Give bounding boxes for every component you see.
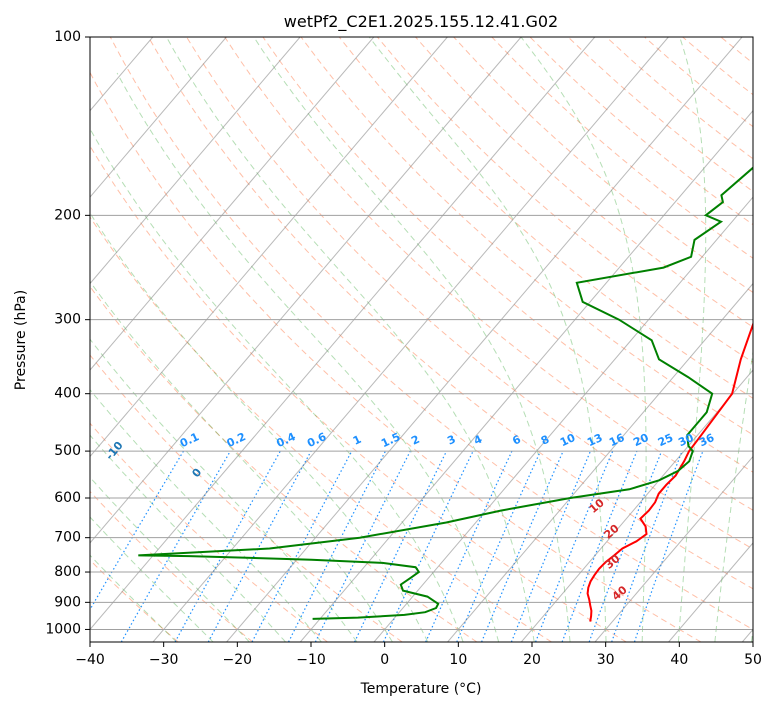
- dry-adiabat-line: [90, 285, 478, 642]
- moist-adiabat-line: [90, 476, 250, 642]
- mixing-ratio-line: [611, 450, 683, 642]
- grid-lines: [90, 37, 753, 642]
- moist-adiabat-line: [90, 280, 393, 642]
- dry-adiabat-line: [262, 37, 753, 473]
- y-tick-label: 1000: [45, 621, 81, 637]
- mixing-ratio-label: 36: [697, 431, 717, 449]
- y-tick-label: 600: [54, 490, 81, 506]
- x-tick-label: −10: [296, 652, 326, 668]
- x-tick-label: −20: [223, 652, 253, 668]
- dry-adiabat-line: [147, 37, 753, 590]
- moist-adiabat-line: [90, 127, 464, 642]
- moist-adiabat-line: [520, 37, 647, 642]
- y-axis: 100 200 300 400 500 600 700 800 900 1000: [45, 29, 90, 637]
- mixing-ratio-line: [287, 450, 387, 642]
- moist-adiabat-line: [90, 338, 358, 642]
- x-tick-label: 20: [523, 652, 541, 668]
- x-tick-label: 40: [670, 652, 688, 668]
- y-tick-label: 200: [54, 207, 81, 223]
- dry-adiabat-line: [90, 216, 552, 642]
- mixing-ratio-line: [588, 450, 663, 642]
- moist-adiabat-line: [90, 434, 286, 642]
- y-tick-label: 800: [54, 564, 81, 580]
- isotherm-line: [226, 37, 743, 642]
- chart-title: wetPf2_C2E1.2025.155.12.41.G02: [284, 12, 558, 32]
- y-tick-label: 100: [54, 29, 81, 45]
- mixing-ratio-label: 13: [585, 431, 604, 449]
- dry-adiabat-line: [224, 37, 753, 511]
- y-tick-label: 900: [54, 594, 81, 610]
- dry-adiabat-line: [90, 490, 254, 642]
- dry-adiabat-line: [300, 37, 753, 436]
- dry-adiabat-line: [109, 37, 753, 630]
- dry-adiabat-line: [90, 145, 627, 642]
- x-tick-label: 50: [744, 652, 762, 668]
- mixing-ratio-line: [207, 450, 312, 642]
- background-lines: [90, 37, 753, 642]
- mixing-ratio-line: [633, 450, 704, 642]
- isotherm-line: [90, 37, 522, 544]
- y-tick-label: 500: [54, 443, 81, 459]
- plot-frame: [89, 36, 754, 643]
- mixing-ratio-label: 10: [558, 431, 578, 449]
- mixing-ratio-line: [425, 450, 513, 642]
- mixing-ratio-line: [174, 450, 281, 642]
- isotherm-line: [90, 37, 596, 631]
- x-axis-label: Temperature (°C): [360, 681, 482, 697]
- x-tick-label: −30: [149, 652, 179, 668]
- moist-adiabat-line: [116, 72, 500, 642]
- dry-adiabat-line: [377, 37, 753, 363]
- x-tick-label: 30: [597, 652, 615, 668]
- mixing-ratio-label: 25: [656, 431, 675, 449]
- mixing-ratio-line: [561, 450, 638, 642]
- isotherm-line: [90, 37, 301, 285]
- mixing-ratio-line: [535, 450, 614, 642]
- x-tick-label: 10: [449, 652, 467, 668]
- isotherm-line: [373, 196, 753, 642]
- y-axis-label: Pressure (hPa): [13, 290, 29, 390]
- mixing-ratio-label: 20: [631, 431, 651, 449]
- isotherm-line: [90, 37, 375, 371]
- mixing-ratio-line: [456, 450, 542, 642]
- temperature-profile: [586, 321, 753, 622]
- profile-series: [138, 166, 753, 622]
- moist-adiabat-line: [253, 37, 571, 642]
- isotherm-line: [520, 369, 753, 642]
- x-axis: −40 −30 −20 −10 0 10 20 30 40 50: [75, 642, 762, 668]
- y-tick-label: 700: [54, 530, 81, 546]
- x-tick-label: −40: [75, 652, 105, 668]
- moist-adiabat-line: [714, 348, 753, 642]
- y-tick-label: 400: [54, 386, 81, 402]
- mixing-ratio-label: 30: [676, 431, 696, 449]
- mixing-ratio-label: 16: [607, 431, 627, 449]
- moist-adiabat-line: [166, 37, 535, 642]
- mixing-ratio-line: [314, 450, 411, 642]
- isotherm-line: [152, 37, 669, 642]
- y-tick-label: 300: [54, 312, 81, 328]
- isotherm-line: [594, 455, 753, 642]
- dry-adiabat-line: [90, 71, 702, 642]
- x-tick-label: 0: [380, 652, 389, 668]
- mixing-ratio-line: [510, 450, 592, 642]
- isotherm-line: [299, 109, 753, 642]
- dry-adiabat-line: [90, 559, 179, 642]
- isotherm-line: [447, 282, 753, 642]
- isotherm-line: [90, 37, 227, 198]
- moist-adiabat-line: [677, 37, 707, 642]
- isotherm-line: [90, 37, 448, 458]
- dewpoint-profile: [138, 166, 753, 620]
